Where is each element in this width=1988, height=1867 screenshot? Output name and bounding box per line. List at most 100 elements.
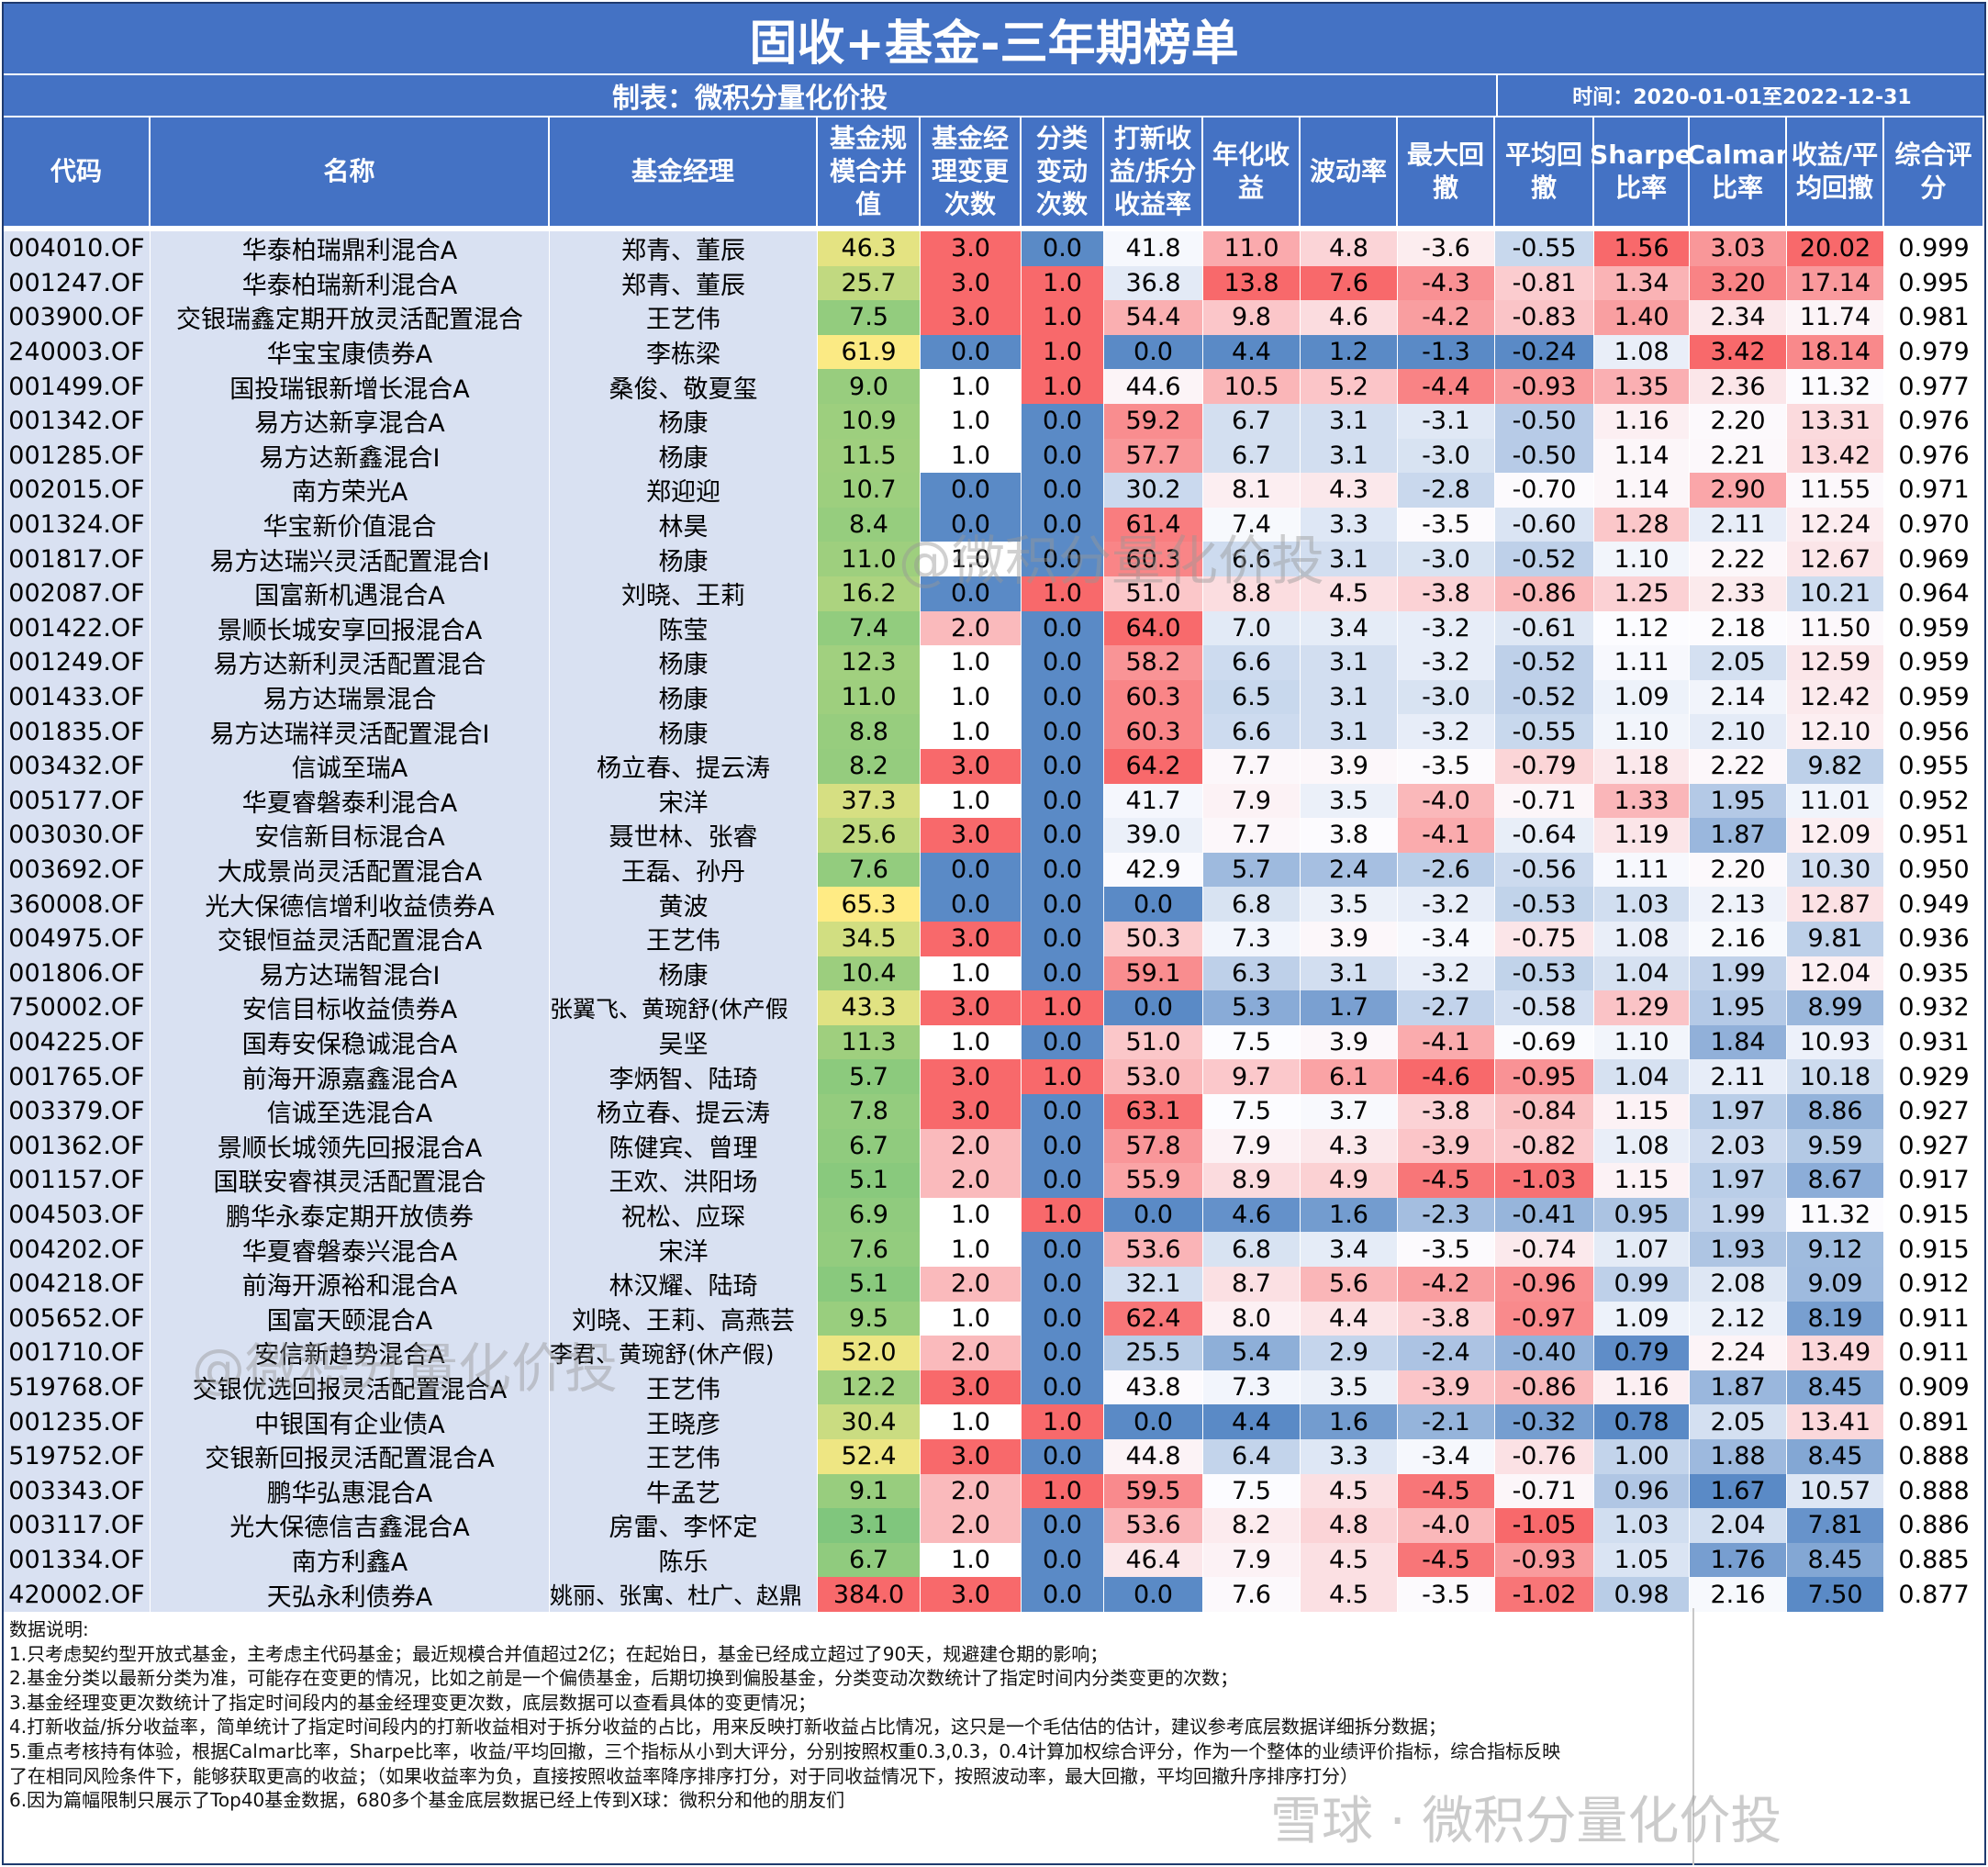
cell-sharpe: 0.79	[1594, 1336, 1690, 1370]
cell-name: 景顺长城安享回报混合A	[151, 610, 550, 646]
cell-annual-return: 6.6	[1203, 714, 1301, 749]
cell-annual-return: 7.4	[1203, 507, 1301, 542]
cell-avg-drawdown: -0.71	[1495, 1473, 1594, 1509]
cell-ipo-ratio: 46.4	[1104, 1542, 1203, 1578]
cell-class-change: 0.0	[1022, 1024, 1104, 1060]
cell-calmar: 2.22	[1690, 542, 1787, 576]
cell-volatility: 3.8	[1301, 818, 1398, 853]
cell-ipo-ratio: 53.6	[1104, 1508, 1203, 1543]
header-code: 代码	[4, 117, 151, 226]
cell-calmar: 2.21	[1690, 438, 1787, 474]
cell-return-avg-dd: 8.45	[1787, 1542, 1884, 1578]
cell-score: 0.885	[1884, 1542, 1984, 1578]
cell-score: 0.927	[1884, 1094, 1984, 1129]
cell-return-avg-dd: 18.14	[1787, 334, 1884, 370]
cell-name: 交银瑞鑫定期开放灵活配置混合	[151, 300, 550, 335]
cell-avg-drawdown: -0.50	[1495, 438, 1594, 474]
cell-annual-return: 10.5	[1203, 369, 1301, 404]
cell-class-change: 0.0	[1022, 438, 1104, 474]
cell-class-change: 0.0	[1022, 852, 1104, 888]
cell-class-change: 1.0	[1022, 1059, 1104, 1094]
cell-score: 0.936	[1884, 922, 1984, 956]
cell-manager: 李栋梁	[550, 334, 818, 370]
cell-manager: 郑青、董辰	[550, 265, 818, 301]
cell-score: 0.912	[1884, 1267, 1984, 1302]
cell-calmar: 3.03	[1690, 231, 1787, 266]
cell-volatility: 4.3	[1301, 1128, 1398, 1164]
cell-ipo-ratio: 44.6	[1104, 369, 1203, 404]
cell-return-avg-dd: 9.82	[1787, 749, 1884, 784]
cell-calmar: 1.97	[1690, 1163, 1787, 1198]
cell-return-avg-dd: 20.02	[1787, 231, 1884, 266]
cell-mgr-change: 1.0	[921, 1024, 1022, 1060]
cell-score: 0.955	[1884, 749, 1984, 784]
cell-annual-return: 8.0	[1203, 1301, 1301, 1336]
cell-ipo-ratio: 54.4	[1104, 300, 1203, 335]
cell-max-drawdown: -3.5	[1398, 1577, 1495, 1612]
cell-score: 0.971	[1884, 473, 1984, 508]
cell-name: 鹏华弘惠混合A	[151, 1473, 550, 1509]
cell-score: 0.877	[1884, 1577, 1984, 1612]
cell-return-avg-dd: 10.18	[1787, 1059, 1884, 1094]
cell-class-change: 0.0	[1022, 1577, 1104, 1612]
cell-class-change: 0.0	[1022, 1301, 1104, 1336]
note-line: 3.基金经理变更次数统计了指定时间段内的基金经理变更次数，底层数据可以查看具体的…	[9, 1691, 817, 1714]
cell-return-avg-dd: 12.09	[1787, 818, 1884, 853]
cell-calmar: 1.76	[1690, 1542, 1787, 1578]
cell-score: 0.959	[1884, 679, 1984, 715]
cell-avg-drawdown: -0.55	[1495, 714, 1594, 749]
cell-sharpe: 0.98	[1594, 1577, 1690, 1612]
cell-return-avg-dd: 9.81	[1787, 922, 1884, 956]
cell-scale: 30.4	[818, 1404, 921, 1439]
cell-mgr-change: 1.0	[921, 679, 1022, 715]
cell-volatility: 2.4	[1301, 852, 1398, 888]
cell-annual-return: 8.9	[1203, 1163, 1301, 1198]
cell-calmar: 2.24	[1690, 1336, 1787, 1370]
cell-code: 001157.OF	[4, 1163, 151, 1198]
cell-name: 天弘永利债券A	[151, 1577, 550, 1612]
cell-max-drawdown: -3.0	[1398, 438, 1495, 474]
cell-scale: 37.3	[818, 783, 921, 819]
cell-annual-return: 7.7	[1203, 749, 1301, 784]
cell-class-change: 1.0	[1022, 334, 1104, 370]
cell-calmar: 2.04	[1690, 1508, 1787, 1543]
cell-ipo-ratio: 0.0	[1104, 887, 1203, 922]
cell-name: 易方达新鑫混合I	[151, 438, 550, 474]
cell-calmar: 3.20	[1690, 265, 1787, 301]
cell-mgr-change: 3.0	[921, 818, 1022, 853]
cell-ipo-ratio: 43.8	[1104, 1370, 1203, 1405]
cell-avg-drawdown: -0.24	[1495, 334, 1594, 370]
cell-score: 0.888	[1884, 1439, 1984, 1474]
cell-calmar: 1.88	[1690, 1439, 1787, 1474]
cell-return-avg-dd: 13.31	[1787, 404, 1884, 439]
cell-manager: 郑迎迎	[550, 473, 818, 508]
header-manager: 基金经理	[550, 117, 818, 226]
cell-calmar: 2.05	[1690, 1404, 1787, 1439]
cell-max-drawdown: -3.2	[1398, 956, 1495, 991]
cell-ipo-ratio: 25.5	[1104, 1336, 1203, 1370]
cell-sharpe: 1.08	[1594, 1128, 1690, 1164]
cell-volatility: 1.6	[1301, 1197, 1398, 1233]
cell-score: 0.976	[1884, 438, 1984, 474]
cell-manager: 杨康	[550, 956, 818, 991]
cell-avg-drawdown: -0.58	[1495, 990, 1594, 1025]
cell-calmar: 1.87	[1690, 1370, 1787, 1405]
cell-score: 0.976	[1884, 404, 1984, 439]
cell-class-change: 1.0	[1022, 1473, 1104, 1509]
cell-manager: 陈莹	[550, 610, 818, 646]
cell-avg-drawdown: -0.82	[1495, 1128, 1594, 1164]
header-max-drawdown: 最大回撤	[1398, 117, 1495, 226]
cell-scale: 9.1	[818, 1473, 921, 1509]
cell-class-change: 0.0	[1022, 645, 1104, 680]
note-line: 1.只考虑契约型开放式基金，主考虑主代码基金；最近规模合并值超过2亿；在起始日，…	[9, 1642, 1109, 1665]
cell-annual-return: 7.0	[1203, 610, 1301, 646]
cell-avg-drawdown: -0.61	[1495, 610, 1594, 646]
cell-name: 信诚至瑞A	[151, 749, 550, 784]
cell-calmar: 1.67	[1690, 1473, 1787, 1509]
cell-code: 003343.OF	[4, 1473, 151, 1509]
header-volatility: 波动率	[1301, 117, 1398, 226]
cell-avg-drawdown: -0.53	[1495, 887, 1594, 922]
cell-name: 华夏睿磐泰兴混合A	[151, 1232, 550, 1267]
cell-manager: 杨康	[550, 404, 818, 439]
cell-return-avg-dd: 12.59	[1787, 645, 1884, 680]
